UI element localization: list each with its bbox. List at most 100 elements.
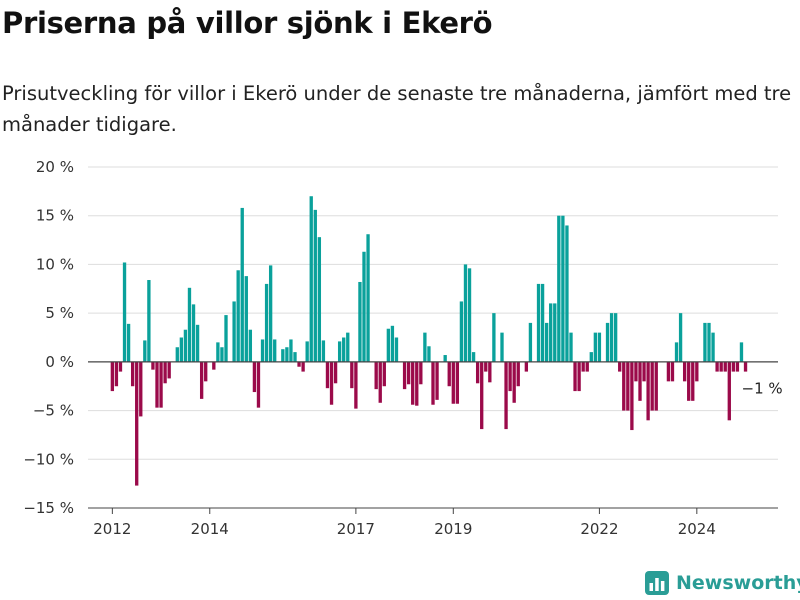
bar [500,332,504,362]
bar [147,280,151,362]
y-tick-label: −15 % [23,499,74,517]
bar [682,361,687,382]
bar [224,315,228,362]
x-tick-label: 2017 [337,520,375,538]
bar [325,361,330,389]
bar [122,262,127,362]
chart-subtitle: Prisutveckling för villor i Ekerö under … [2,82,792,136]
y-tick-label: −5 % [33,402,74,420]
bar [248,329,253,362]
bar [589,352,593,362]
bar [723,361,727,372]
bar [126,323,131,362]
y-tick-label: 5 % [45,304,74,322]
bar [350,361,354,389]
bar [431,361,435,405]
bar [191,304,196,362]
bar [293,352,297,362]
bar [459,301,464,362]
bar [183,329,188,362]
gridlines [88,166,778,509]
bar [480,361,484,430]
bar [281,349,285,362]
bar [406,361,411,385]
bar [581,361,585,372]
bar [512,361,516,403]
bar [130,361,135,387]
bar [524,361,529,372]
bar [285,347,289,362]
bar [118,361,123,372]
bar [309,196,313,362]
bar [743,361,748,372]
annotations: −1 % [742,380,783,398]
bar [630,361,634,431]
brand-logo[interactable]: Newsworthy [645,569,800,597]
bar [638,361,642,401]
bar [540,283,545,362]
bar [362,251,366,362]
bar [114,361,119,387]
bar [467,268,472,362]
bar [175,347,179,362]
bar [382,361,386,387]
bar [577,361,581,392]
bar [488,361,492,383]
bar [394,337,399,362]
chart-title: Priserna på villor sjönk i Ekerö [2,6,493,40]
bar [561,215,565,362]
brand-name: Newsworthy [676,572,800,594]
bar [471,352,476,362]
bar [687,361,691,401]
bar [731,361,736,372]
bar [613,313,618,362]
bar [423,332,427,362]
bar [305,341,309,362]
bar [220,347,224,362]
bar [212,361,216,370]
bar [711,332,715,362]
bar [317,237,322,362]
bar [654,361,658,411]
bar [650,361,654,411]
bar [195,324,200,362]
x-tick-label: 2022 [580,520,618,538]
bar [204,361,208,382]
bar [516,361,520,387]
bar [593,332,598,362]
bar [346,332,350,362]
bar [528,322,533,362]
bar [666,361,671,382]
bar [236,270,240,362]
bar [451,361,455,404]
bar [670,361,675,382]
bar [415,361,419,406]
bar [333,361,338,384]
bar [378,361,382,403]
bar [411,361,415,405]
bar-chart-logo-icon [645,571,669,595]
bar [622,361,626,411]
bar [544,322,549,362]
bar [135,361,139,486]
annotation-label: −1 % [742,380,783,398]
bar [244,276,248,362]
bar [508,361,512,392]
bar [504,361,508,430]
bar [155,361,159,408]
bar [573,361,577,392]
bar [354,361,358,409]
bar [289,339,293,362]
bar [143,340,147,362]
bar [674,342,679,362]
bar [707,322,711,362]
bar [569,332,573,362]
bar [159,361,163,408]
y-tick-label: 0 % [45,353,74,371]
bar [374,361,378,390]
x-tick-label: 2019 [434,520,472,538]
bar [678,313,683,362]
bar [443,355,447,362]
bar [492,313,496,362]
